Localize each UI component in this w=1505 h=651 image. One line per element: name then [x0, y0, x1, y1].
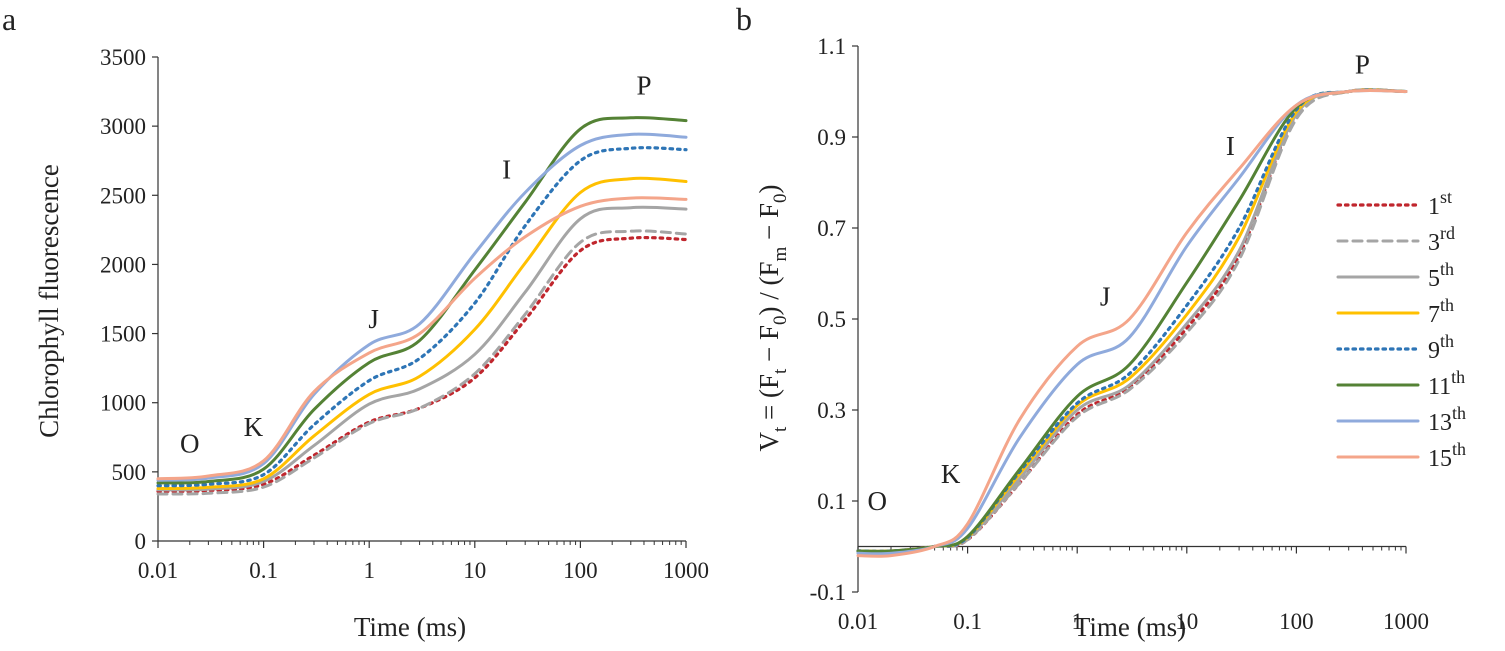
legend-label-11th: 11th — [1428, 367, 1465, 400]
ylabel-sub-0: 0 — [770, 315, 791, 325]
panel-a-ylabel: Chlorophyll fluorescence — [34, 164, 64, 438]
x-tick-label: 1000 — [663, 558, 709, 583]
y-tick-label: 0 — [135, 529, 147, 554]
y-tick-label: 2500 — [100, 183, 146, 208]
panel-a-label: a — [2, 1, 16, 37]
panel-a-plot-area: 0 500 1000 1500 2000 2500 3000 3500 0.01 0.1 1 10 10… — [100, 45, 709, 583]
phase-label-I: I — [1226, 131, 1235, 161]
x-tick-label: 100 — [1279, 609, 1314, 634]
y-tick-label: 0.5 — [817, 307, 846, 332]
x-tick-label: 1000 — [1383, 609, 1429, 634]
phase-label-I: I — [502, 155, 511, 185]
phase-label-J: J — [368, 304, 379, 334]
y-tick-label: 3500 — [100, 45, 146, 70]
panel-b-label: b — [736, 1, 752, 37]
series-line-1st — [156, 235, 688, 493]
y-tick-label: 0.3 — [817, 398, 846, 423]
y-tick-label: 1500 — [100, 322, 146, 347]
ylabel-mid: ) / (F — [754, 261, 784, 315]
x-tick-label: 10 — [1175, 609, 1198, 634]
phase-label-P: P — [1355, 49, 1370, 79]
phase-label-J: J — [1100, 281, 1111, 311]
x-tick-label: 0.1 — [249, 558, 278, 583]
legend-label-15th: 15th — [1428, 439, 1466, 472]
legend-label-3rd: 3rd — [1428, 223, 1455, 256]
phase-label-P: P — [636, 70, 651, 100]
x-tick-label: 10 — [463, 558, 486, 583]
y-tick-label: 1000 — [100, 391, 146, 416]
series-line-3rd — [156, 229, 688, 496]
panel-a: a Time (ms) Chlorophyll fluorescence 0 50… — [2, 1, 709, 642]
legend-label-1st: 1st — [1428, 187, 1452, 220]
series-line-7th — [156, 176, 688, 490]
ylabel-sub-t2: t — [770, 368, 791, 374]
phase-label-K: K — [244, 412, 264, 442]
series-line-15th — [856, 88, 1408, 558]
ylabel-v: V — [754, 432, 784, 452]
x-tick-label: 0.1 — [953, 609, 982, 634]
series-line-9th — [156, 146, 688, 488]
phase-label-O: O — [868, 486, 888, 516]
ylabel-sub-m: m — [770, 246, 791, 261]
y-tick-label: 2000 — [100, 252, 146, 277]
series-line-15th — [156, 196, 688, 481]
legend-label-7th: 7th — [1428, 295, 1454, 328]
y-tick-label: 3000 — [100, 114, 146, 139]
legend-label-13th: 13th — [1428, 403, 1466, 436]
panel-a-xlabel: Time (ms) — [354, 612, 466, 642]
y-tick-label: 0.9 — [817, 125, 846, 150]
x-tick-label: 1 — [363, 558, 375, 583]
ylabel-sub-0b: 0 — [770, 193, 791, 203]
x-tick-label: 100 — [563, 558, 598, 583]
phase-label-O: O — [180, 428, 200, 458]
ylabel-close: ) — [754, 184, 784, 193]
ylabel-minus2: − F — [754, 203, 784, 247]
x-tick-label: 1 — [1071, 609, 1083, 634]
ylabel-sub-t: t — [770, 426, 791, 432]
y-tick-label: 0.1 — [817, 489, 846, 514]
x-tick-label: 0.01 — [838, 609, 878, 634]
panel-b-xlabel: Time (ms) — [1074, 612, 1186, 642]
x-tick-label: 0.01 — [138, 558, 178, 583]
series-line-13th — [156, 132, 688, 482]
series-line-5th — [156, 205, 688, 492]
y-tick-label: 1.1 — [817, 34, 846, 59]
ylabel-minus1: − F — [754, 325, 784, 369]
phase-label-K: K — [941, 459, 961, 489]
panel-b-plot-area: -0.1 0.1 0.3 0.5 0.7 0.9 1.1 0.01 0.1 1 10 100 1000 O… — [810, 34, 1429, 634]
y-tick-label: 500 — [112, 460, 147, 485]
legend-label-9th: 9th — [1428, 331, 1454, 364]
series-line-11th — [156, 116, 688, 485]
panel-b-ylabel: Vt = (Ft − F0) / (Fm − F0) — [754, 184, 791, 451]
legend-label-5th: 5th — [1428, 259, 1454, 292]
ylabel-eq-open: = (F — [754, 374, 784, 427]
y-tick-label: 0.7 — [817, 216, 846, 241]
panel-b: b Time (ms) Vt = (Ft − F0) / (Fm − F0) -… — [736, 1, 1466, 642]
y-tick-label: -0.1 — [810, 580, 846, 605]
